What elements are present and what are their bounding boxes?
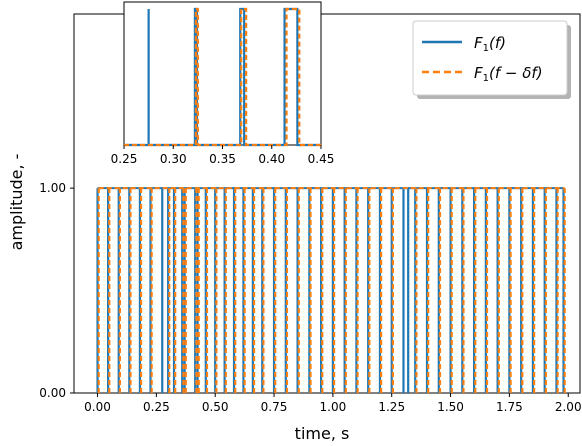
inset-x-tick-label: 0.35 [209, 152, 236, 166]
x-tick-label: 0.75 [261, 400, 288, 414]
series-solid [96, 187, 565, 393]
inset-axes [123, 1, 322, 147]
x-tick-label: 2.00 [555, 400, 582, 414]
x-tick-label: 1.50 [437, 400, 464, 414]
y-tick-label: 0.00 [39, 386, 66, 400]
legend: F1(f) F1(f − δf) [412, 20, 571, 99]
inset-frame [123, 1, 322, 146]
legend-box [412, 20, 568, 96]
inset-x-ticks: 0.25 0.30 0.35 0.40 0.45 [111, 145, 335, 166]
x-tick-label: 1.25 [378, 400, 405, 414]
x-tick-label: 1.75 [496, 400, 523, 414]
series-dashed [97, 187, 566, 393]
inset-x-tick-label: 0.45 [308, 152, 335, 166]
x-tick-label: 0.00 [84, 400, 111, 414]
inset-x-tick-label: 0.40 [258, 152, 285, 166]
main-axes [73, 13, 581, 394]
x-tick-label: 0.25 [143, 400, 170, 414]
inset-x-tick-label: 0.30 [160, 152, 187, 166]
inset-x-tick-label: 0.25 [111, 152, 138, 166]
main-x-ticks: 0.00 0.25 0.50 0.75 1.00 1.25 1.50 1.75 2.00 [84, 393, 582, 414]
y-axis-label: amplitude, - [7, 154, 26, 251]
legend-entry-2: F1(f − δf) [474, 64, 543, 84]
legend-entry-1: F1(f) [474, 34, 506, 54]
x-axis-label: time, s [295, 424, 350, 443]
main-y-ticks: 0.00 1.00 [39, 181, 74, 400]
main-series [96, 187, 566, 393]
y-tick-label: 1.00 [39, 181, 66, 195]
x-tick-label: 0.50 [202, 400, 229, 414]
inset-series-dashed [124, 7, 321, 147]
main-plot-frame [73, 13, 581, 394]
x-tick-label: 1.00 [320, 400, 347, 414]
